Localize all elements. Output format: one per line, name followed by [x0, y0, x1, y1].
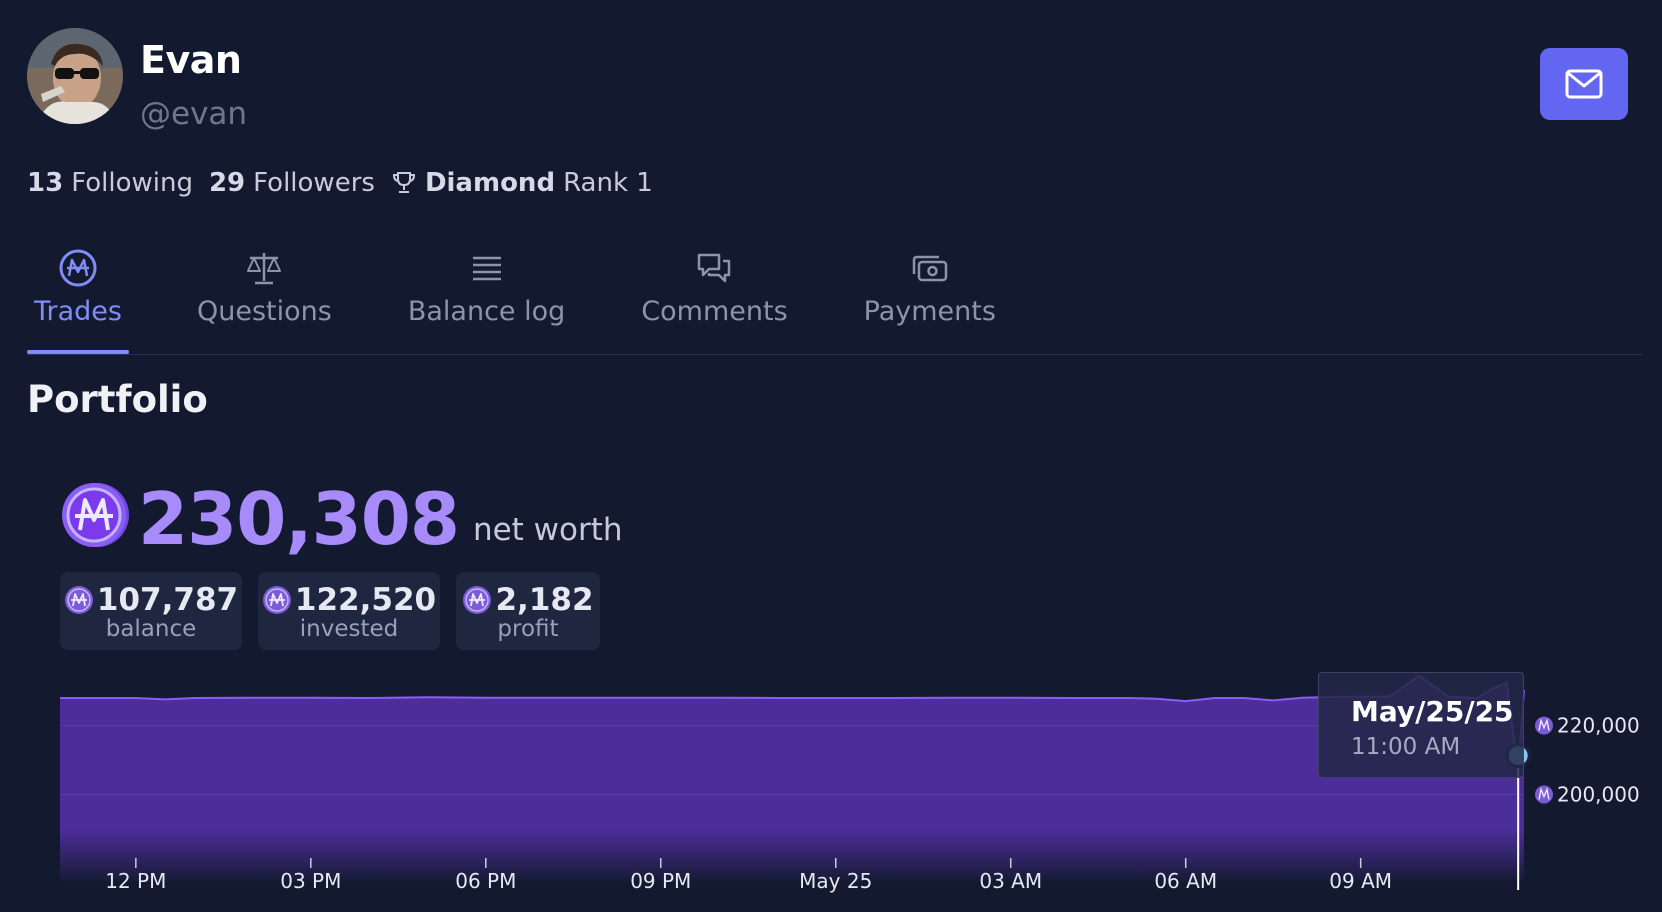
portfolio-cards: 107,787 balance 122,520 invested 2,182 p…: [60, 572, 600, 650]
x-tick-label: 06 AM: [1154, 869, 1217, 893]
profile-tabs: Trades Questions Balance log Comments: [27, 246, 1004, 327]
invested-value: 122,520: [294, 582, 437, 618]
invested-card[interactable]: 122,520 invested: [258, 572, 440, 650]
tooltip-date: May/25/25: [1351, 695, 1514, 728]
profile-handle: @evan: [140, 96, 248, 132]
active-tab-indicator: [27, 350, 129, 354]
x-tick-label: 03 PM: [280, 869, 341, 893]
league-rank-link[interactable]: Diamond Rank 1: [391, 168, 653, 198]
tab-questions-label: Questions: [197, 296, 332, 327]
balance-card[interactable]: 107,787 balance: [60, 572, 242, 650]
tab-balance-log-label: Balance log: [407, 296, 566, 327]
followers-link[interactable]: 29 Followers: [209, 168, 375, 198]
mana-coin-icon: [59, 249, 97, 287]
following-link[interactable]: 13 Following: [27, 168, 193, 198]
tab-comments[interactable]: Comments: [633, 246, 795, 327]
tab-payments[interactable]: Payments: [856, 246, 1004, 327]
mana-coin-icon: [262, 586, 291, 614]
x-tick-label: 09 PM: [630, 869, 691, 893]
followers-count: 29: [208, 168, 246, 198]
profit-card[interactable]: 2,182 profit: [456, 572, 600, 650]
cash-icon: [912, 255, 948, 282]
rank-label: Rank 1: [563, 168, 653, 198]
balance-label: balance: [105, 616, 197, 642]
tooltip-time: 11:00 AM: [1351, 734, 1461, 760]
mana-coin-icon: [1535, 716, 1553, 735]
net-worth-row: 230,308 net worth: [60, 478, 623, 560]
y-tick-label: 220,000: [1557, 714, 1640, 738]
x-tick-label: May 25: [799, 869, 872, 893]
tab-trades[interactable]: Trades: [27, 246, 129, 327]
profit-label: profit: [497, 616, 559, 642]
tab-trades-label: Trades: [34, 296, 122, 327]
net-worth-value: 230,308: [138, 477, 460, 561]
tab-comments-label: Comments: [641, 296, 788, 327]
y-tick-label: 200,000: [1557, 783, 1640, 807]
profit-value: 2,182: [495, 582, 594, 618]
chart-fade: [60, 830, 1524, 882]
message-button[interactable]: [1540, 48, 1628, 120]
mana-coin-icon: [64, 586, 93, 614]
tabs-divider: [27, 354, 1643, 355]
portfolio-title: Portfolio: [27, 378, 208, 421]
profile-stats: 13 Following 29 Followers Diamond Rank 1: [27, 168, 669, 198]
mana-coin-glyph: [1538, 718, 1550, 731]
following-label: Following: [71, 168, 193, 198]
list-icon: [472, 256, 501, 281]
tab-balance-log[interactable]: Balance log: [400, 246, 573, 327]
x-tick-label: 09 AM: [1329, 869, 1392, 893]
mana-coin-glyph: [1538, 787, 1550, 800]
league-label: Diamond: [424, 168, 556, 198]
x-tick-label: 03 AM: [979, 869, 1042, 893]
envelope-icon: [1565, 69, 1603, 99]
avatar[interactable]: [27, 28, 123, 124]
tab-payments-label: Payments: [863, 296, 996, 327]
tab-questions[interactable]: Questions: [189, 246, 340, 327]
mana-coin-icon: [463, 586, 492, 614]
balance-value: 107,787: [96, 582, 239, 618]
chat-bubbles-icon: [698, 253, 731, 283]
mana-coin-icon: [62, 483, 129, 547]
mana-coin-icon: [1535, 785, 1553, 804]
invested-label: invested: [299, 616, 399, 642]
net-worth-label: net worth: [472, 512, 623, 548]
profile-name: Evan: [140, 38, 242, 82]
scale-icon: [247, 253, 282, 285]
followers-label: Followers: [253, 168, 375, 198]
portfolio-chart[interactable]: 220,000 200,000 12 PM 03 PM 06 PM 09 PM May 25…: [0, 650, 1662, 912]
chart-tooltip: May/25/25 11:00 AM: [1318, 672, 1524, 778]
x-tick-label: 06 PM: [455, 869, 516, 893]
trophy-icon: [392, 172, 415, 193]
following-count: 13: [27, 168, 64, 198]
x-tick-label: 12 PM: [105, 869, 166, 893]
